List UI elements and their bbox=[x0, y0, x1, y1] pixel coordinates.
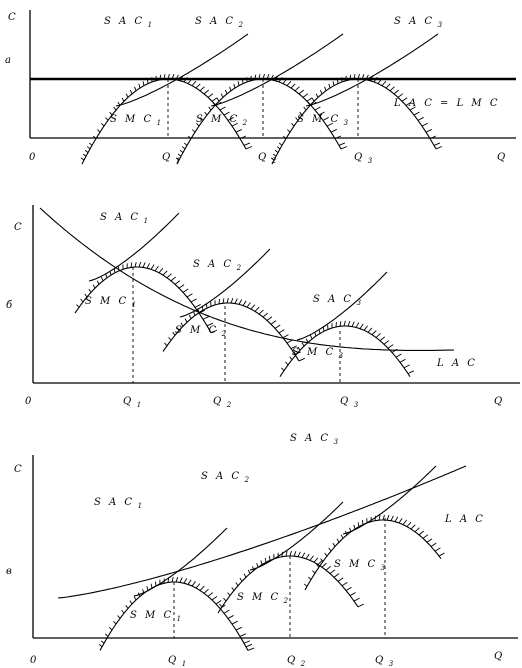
panel-b-smc-curve-3 bbox=[296, 271, 388, 341]
panel-c-sac-curve-2 bbox=[217, 555, 359, 614]
panel-a-sac-hatch-3 bbox=[270, 73, 443, 161]
panel-c-lac-label: L A C bbox=[444, 514, 485, 525]
panel-a-quantity-axis-label: Q bbox=[497, 152, 505, 163]
panel-c-origin-label: 0 bbox=[30, 655, 37, 666]
panel-a-smc-curve-1 bbox=[115, 33, 249, 107]
panel-c-sac-hatch-2 bbox=[219, 550, 364, 608]
panel-c-quantity-axis-label: Q bbox=[494, 651, 502, 662]
panel-b-smc-curve-2 bbox=[179, 248, 271, 318]
panel-c-smc-curve-1 bbox=[133, 527, 228, 597]
panel-b-sac-curve-3 bbox=[279, 325, 411, 377]
panel-c-smc-curve-3 bbox=[342, 465, 437, 535]
panel-c-lac-curve bbox=[57, 465, 467, 599]
panel-b-lac-curve bbox=[39, 207, 455, 351]
panel-c-smc-curve-2 bbox=[249, 501, 344, 571]
panel-c-axes bbox=[32, 455, 518, 639]
panel-b-lac-label: L A C bbox=[436, 358, 477, 369]
panel-b-letter: б bbox=[6, 300, 13, 311]
panel-b-sac-hatch-1 bbox=[76, 261, 218, 334]
panel-a-cost-axis-label: C bbox=[8, 12, 16, 23]
panel-a-sac-hatch-2 bbox=[175, 73, 348, 161]
panel-a-lac-label: L A C = L M C bbox=[393, 98, 500, 109]
panel-a-smc-curve-2 bbox=[210, 33, 344, 107]
panel-c-cost-axis-label: C bbox=[14, 464, 22, 475]
panel-c-sac-hatch-3 bbox=[303, 514, 445, 587]
panel-b-cost-axis-label: C bbox=[14, 222, 22, 233]
panel-b-origin-label: 0 bbox=[25, 396, 32, 407]
panel-c-sac-curve-1 bbox=[99, 581, 249, 651]
panel-a-letter: а bbox=[5, 55, 11, 66]
panel-c-sac-hatch-1 bbox=[98, 576, 255, 651]
panel-c-sac-curve-3 bbox=[304, 519, 442, 591]
panel-a-smc-curve-3 bbox=[305, 33, 439, 107]
panel-b-axes bbox=[32, 205, 520, 384]
panel-a-axes bbox=[29, 10, 516, 139]
panel-b-quantity-axis-label: Q bbox=[494, 396, 502, 407]
panel-a-origin-label: 0 bbox=[29, 152, 36, 163]
panel-a-sac-hatch-1 bbox=[80, 73, 253, 161]
panel-b-smc-curve-1 bbox=[88, 212, 180, 282]
panel-b-sac-hatch-3 bbox=[281, 320, 414, 375]
panel-c-letter: в bbox=[6, 566, 12, 577]
